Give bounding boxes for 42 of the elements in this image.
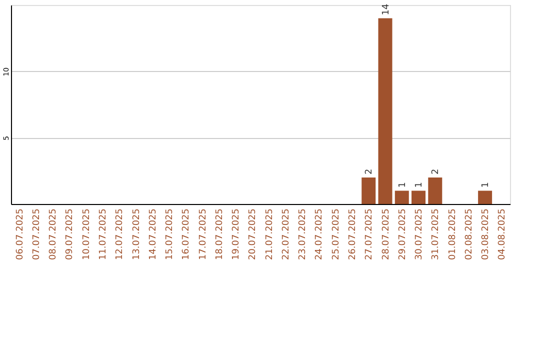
x-tick-label: 08.07.2025: [48, 208, 59, 260]
bar: [412, 190, 426, 204]
x-tick-label: 06.07.2025: [15, 208, 26, 260]
x-tick-label: 18.07.2025: [214, 208, 225, 260]
x-tick-label: 31.07.2025: [431, 208, 442, 260]
x-tick-label: 01.08.2025: [448, 208, 458, 260]
x-tick-label: 17.07.2025: [198, 208, 208, 260]
bar: [478, 190, 492, 204]
x-tick-label: 16.07.2025: [182, 208, 192, 260]
bar: [378, 18, 392, 204]
x-tick-label: 29.07.2025: [398, 208, 408, 260]
data-label: 1: [414, 182, 425, 188]
x-tick-label: 10.07.2025: [82, 208, 92, 260]
bar: [394, 190, 409, 204]
x-tick-label: 14.07.2025: [148, 208, 158, 260]
x-tick-label: 03.08.2025: [481, 208, 492, 260]
x-tick-label: 02.08.2025: [464, 208, 474, 260]
data-label: 1: [481, 182, 492, 188]
x-tick-label: 30.07.2025: [414, 208, 425, 260]
x-tick-label: 20.07.2025: [248, 208, 258, 260]
x-tick-label: 04.08.2025: [498, 208, 508, 260]
x-tick-label: 09.07.2025: [65, 208, 76, 260]
data-label: 1: [398, 182, 408, 188]
x-tick-label: 21.07.2025: [264, 208, 275, 260]
x-tick-label: 28.07.2025: [381, 208, 392, 260]
x-tick-label: 19.07.2025: [232, 208, 242, 260]
x-tick-label: 12.07.2025: [115, 208, 126, 260]
bar: [428, 177, 442, 204]
x-tick-label: 23.07.2025: [298, 208, 308, 260]
x-tick-label: 26.07.2025: [348, 208, 358, 260]
x-tick-label: 07.07.2025: [32, 208, 42, 260]
x-tick-label: 27.07.2025: [364, 208, 375, 260]
bar: [362, 177, 376, 204]
x-tick-label: 24.07.2025: [314, 208, 325, 260]
data-label: 14: [381, 4, 392, 16]
x-tick-label: 22.07.2025: [281, 208, 292, 260]
x-tick-label: 13.07.2025: [132, 208, 142, 260]
x-tick-label: 15.07.2025: [165, 208, 176, 260]
x-tick-label: 25.07.2025: [331, 208, 342, 260]
data-label: 2: [364, 168, 375, 174]
x-tick-label: 11.07.2025: [98, 208, 108, 260]
data-label: 2: [431, 168, 442, 174]
